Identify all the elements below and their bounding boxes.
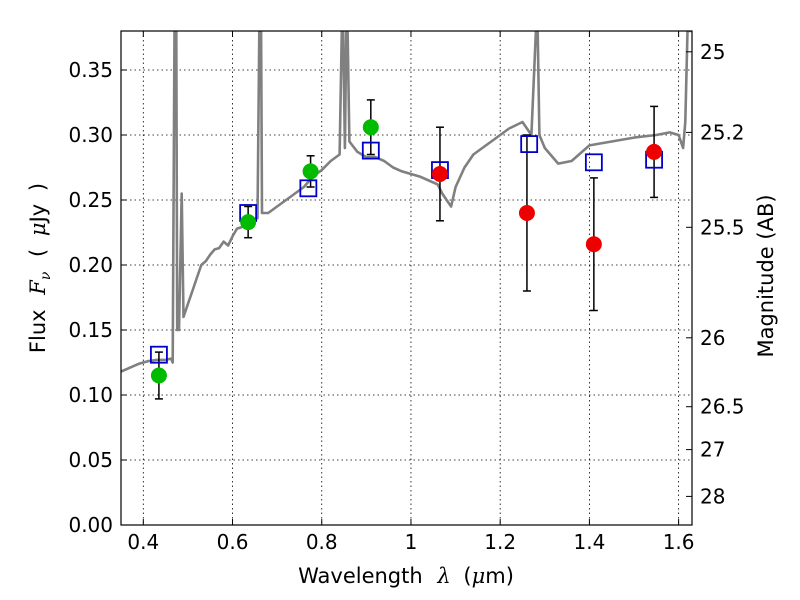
model-points xyxy=(150,135,663,364)
right-tick-label: 26 xyxy=(700,326,725,350)
right-tick-label: 26.5 xyxy=(700,395,745,419)
y-tick-label: 0.05 xyxy=(68,448,113,472)
x-tick-label: 1.6 xyxy=(663,530,695,554)
x-axis-ticks: 0.4 0.6 0.8 1 1.2 1.4 1.6 xyxy=(127,31,695,554)
x-axis-label-unit-rest: m) xyxy=(485,564,514,588)
y-tick-label: 0.10 xyxy=(68,383,113,407)
green-points xyxy=(150,119,379,384)
red-point xyxy=(518,205,535,221)
green-point xyxy=(240,214,257,231)
x-tick-label: 1.4 xyxy=(573,530,605,554)
model-point xyxy=(361,141,380,160)
x-tick-label: 1 xyxy=(405,530,418,554)
x-axis-label: Wavelength λ (μm) xyxy=(298,564,514,588)
x-axis-label-unit-mu: μ xyxy=(472,564,486,588)
x-tick-label: 1.2 xyxy=(484,530,516,554)
x-tick-label: 0.4 xyxy=(127,530,159,554)
y-tick-label: 0.20 xyxy=(68,253,113,277)
x-tick-label: 0.6 xyxy=(217,530,249,554)
model-point xyxy=(299,179,318,198)
y-tick-label: 0.00 xyxy=(68,513,113,537)
x-axis-label-symbol: λ xyxy=(436,564,450,588)
y-axis-label-symbol: F xyxy=(26,279,50,296)
model-point xyxy=(584,153,603,172)
grid-lines xyxy=(121,31,692,526)
right-tick-label: 25.5 xyxy=(700,215,745,239)
model-point xyxy=(520,135,539,154)
model-point xyxy=(150,345,168,364)
right-tick-label: 25 xyxy=(700,40,725,64)
x-axis-label-text: Wavelength xyxy=(298,564,423,588)
red-point xyxy=(646,143,663,160)
green-point xyxy=(150,367,167,384)
spectrum-series xyxy=(121,31,692,373)
y-axis-label-unit-mu: μ xyxy=(26,222,50,236)
right-axis-label: Magnitude (AB) xyxy=(754,194,778,357)
y-axis-label-paren-close: ) xyxy=(26,183,50,191)
y-tick-label: 0.30 xyxy=(68,123,113,147)
right-tick-label: 27 xyxy=(700,438,725,462)
y-axis-label-unit-rest: Jy xyxy=(26,204,50,225)
spectrum-line xyxy=(121,31,692,373)
green-point xyxy=(362,119,379,136)
y-axis-label-paren-open: ( xyxy=(26,249,50,257)
plot-frame xyxy=(120,30,693,526)
y-axis-label: Flux Fν ( μJy ) xyxy=(26,183,55,353)
green-point xyxy=(302,163,319,180)
right-tick-label: 28 xyxy=(700,484,725,508)
y-tick-label: 0.15 xyxy=(68,318,113,342)
y-axis-label-symbol-sub: ν xyxy=(38,271,54,280)
right-tick-label: 25.2 xyxy=(700,120,745,144)
error-bars xyxy=(154,99,659,400)
x-axis-label-unit-open: ( xyxy=(463,564,471,588)
y-tick-label: 0.25 xyxy=(68,188,113,212)
red-point xyxy=(585,236,602,253)
red-points xyxy=(431,143,663,253)
right-axis-ticks: 25 25.2 25.5 26 26.5 27 28 xyxy=(686,40,745,508)
x-tick-label: 0.8 xyxy=(306,530,338,554)
y-tick-label: 0.35 xyxy=(68,58,113,82)
y-axis-label-text: Flux xyxy=(26,309,50,353)
red-point xyxy=(431,166,448,182)
y-axis-ticks: 0.00 0.05 0.10 0.15 0.20 0.25 0.30 0.35 xyxy=(68,58,127,537)
